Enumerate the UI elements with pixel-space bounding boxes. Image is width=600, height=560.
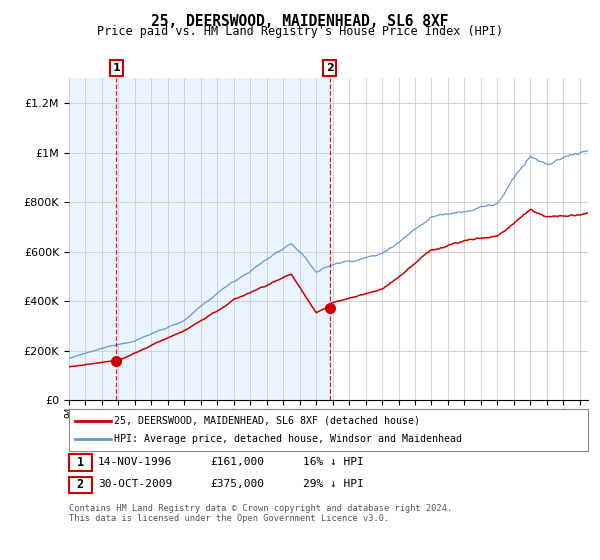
Text: 14-NOV-1996: 14-NOV-1996 — [98, 457, 172, 467]
Bar — [69, 78, 330, 400]
Text: £161,000: £161,000 — [210, 457, 264, 467]
Text: 25, DEERSWOOD, MAIDENHEAD, SL6 8XF (detached house): 25, DEERSWOOD, MAIDENHEAD, SL6 8XF (deta… — [114, 416, 420, 426]
Text: 2: 2 — [326, 63, 334, 73]
Text: 16% ↓ HPI: 16% ↓ HPI — [303, 457, 364, 467]
Text: 2: 2 — [77, 478, 84, 491]
Text: £375,000: £375,000 — [210, 479, 264, 489]
Text: HPI: Average price, detached house, Windsor and Maidenhead: HPI: Average price, detached house, Wind… — [114, 434, 462, 444]
Text: Price paid vs. HM Land Registry's House Price Index (HPI): Price paid vs. HM Land Registry's House … — [97, 25, 503, 38]
Text: 1: 1 — [77, 455, 84, 469]
Text: 1: 1 — [112, 63, 120, 73]
Text: Contains HM Land Registry data © Crown copyright and database right 2024.
This d: Contains HM Land Registry data © Crown c… — [69, 504, 452, 524]
Text: 29% ↓ HPI: 29% ↓ HPI — [303, 479, 364, 489]
Text: 25, DEERSWOOD, MAIDENHEAD, SL6 8XF: 25, DEERSWOOD, MAIDENHEAD, SL6 8XF — [151, 14, 449, 29]
Text: 30-OCT-2009: 30-OCT-2009 — [98, 479, 172, 489]
